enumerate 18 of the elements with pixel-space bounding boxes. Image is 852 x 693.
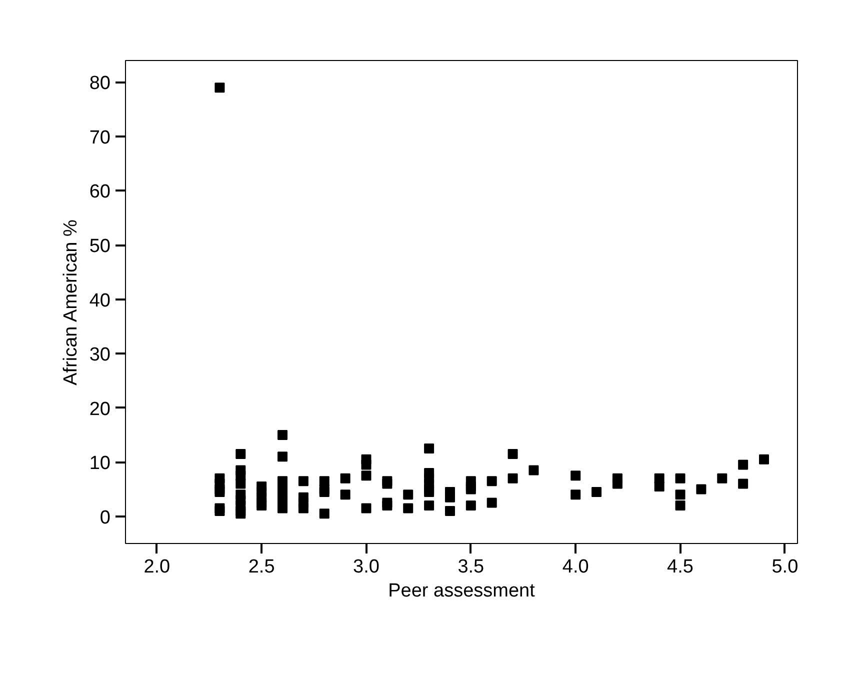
y-tick-label: 50 bbox=[89, 236, 111, 258]
y-tick-label: 20 bbox=[89, 398, 111, 420]
x-tick-label: 2.0 bbox=[144, 556, 170, 578]
x-tick-label: 4.5 bbox=[667, 556, 694, 578]
y-tick-label: 0 bbox=[100, 507, 111, 528]
y-tick-label: 40 bbox=[89, 290, 111, 312]
y-tick-label: 60 bbox=[89, 182, 111, 203]
y-tick-label: 30 bbox=[89, 344, 111, 366]
x-tick-label: 5.0 bbox=[772, 556, 798, 578]
x-tick-label: 3.0 bbox=[353, 556, 380, 578]
x-axis-title: Peer assessment bbox=[388, 580, 536, 602]
y-axis-title: African American % bbox=[60, 220, 82, 386]
x-tick-label: 4.0 bbox=[562, 556, 589, 578]
x-tick-label: 2.5 bbox=[248, 556, 275, 578]
y-tick-label: 10 bbox=[89, 453, 111, 474]
y-tick-label: 80 bbox=[89, 73, 111, 94]
y-tick-label: 70 bbox=[89, 127, 111, 148]
x-tick-label: 3.5 bbox=[458, 556, 484, 578]
